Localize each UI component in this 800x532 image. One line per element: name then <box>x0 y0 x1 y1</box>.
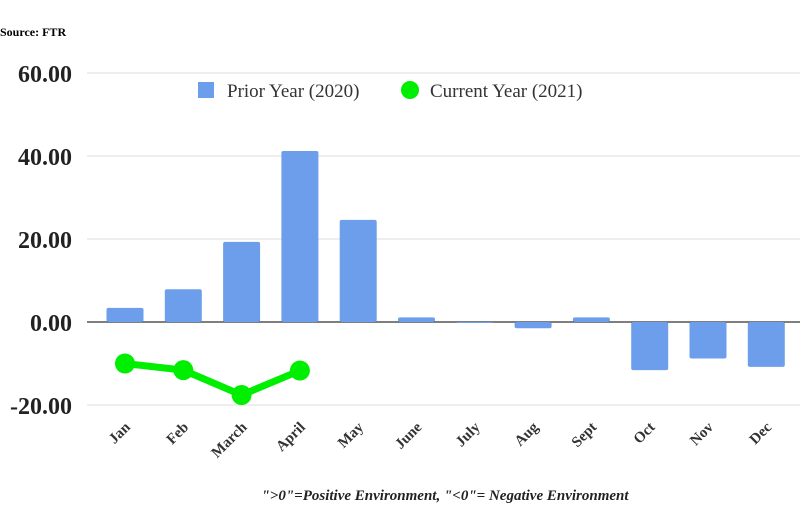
current-year-point <box>115 353 135 374</box>
x-tick-label: Sept <box>569 420 600 451</box>
legend-swatch-prior-year <box>198 82 214 98</box>
x-tick-label: May <box>335 419 367 451</box>
current-year-line <box>124 360 302 399</box>
x-tick-label: Jan <box>106 419 134 447</box>
bar-aug <box>514 322 552 329</box>
x-tick-label: Nov <box>687 419 717 449</box>
x-tick-label: June <box>392 419 425 452</box>
chart: 60.00 40.00 20.00 0.00 -20.00 Jan Feb March Apri… <box>10 62 800 461</box>
x-tick-label: April <box>273 420 308 455</box>
legend-label-prior-year: Prior Year (2020) <box>227 81 359 102</box>
bar-july <box>456 322 494 323</box>
x-tick-label: Dec <box>747 419 776 448</box>
bar-sept <box>572 317 610 322</box>
chart-footnote: ">0"=Positive Environment, "<0"= Negativ… <box>261 488 629 504</box>
y-tick-label: 0.00 <box>30 311 72 337</box>
bar-june <box>398 317 435 322</box>
x-tick-label: Feb <box>164 420 192 448</box>
bar-oct <box>631 322 669 371</box>
current-year-point <box>289 360 310 381</box>
x-tick-label: Oct <box>631 420 659 448</box>
x-tick-label: July <box>453 419 484 450</box>
bar-march <box>223 241 261 322</box>
bar-may <box>339 219 377 322</box>
current-year-point <box>173 360 194 381</box>
bar-nov <box>689 322 727 359</box>
legend-label-current-year: Current Year (2021) <box>430 81 583 102</box>
current-year-point <box>231 385 252 406</box>
legend-swatch-current-year <box>401 81 419 99</box>
y-tick-label: 40.00 <box>18 145 72 171</box>
source-label: Source: FTR <box>0 25 67 39</box>
y-tick-label: 20.00 <box>18 228 72 254</box>
bar-dec <box>747 322 785 367</box>
bar-feb <box>164 289 202 322</box>
bar-jan <box>106 307 144 322</box>
x-tick-label: Aug <box>512 419 543 450</box>
x-tick-label: March <box>209 419 251 461</box>
y-tick-label: -20.00 <box>10 394 72 420</box>
bar-april <box>281 151 319 322</box>
y-tick-label: 60.00 <box>18 62 72 88</box>
